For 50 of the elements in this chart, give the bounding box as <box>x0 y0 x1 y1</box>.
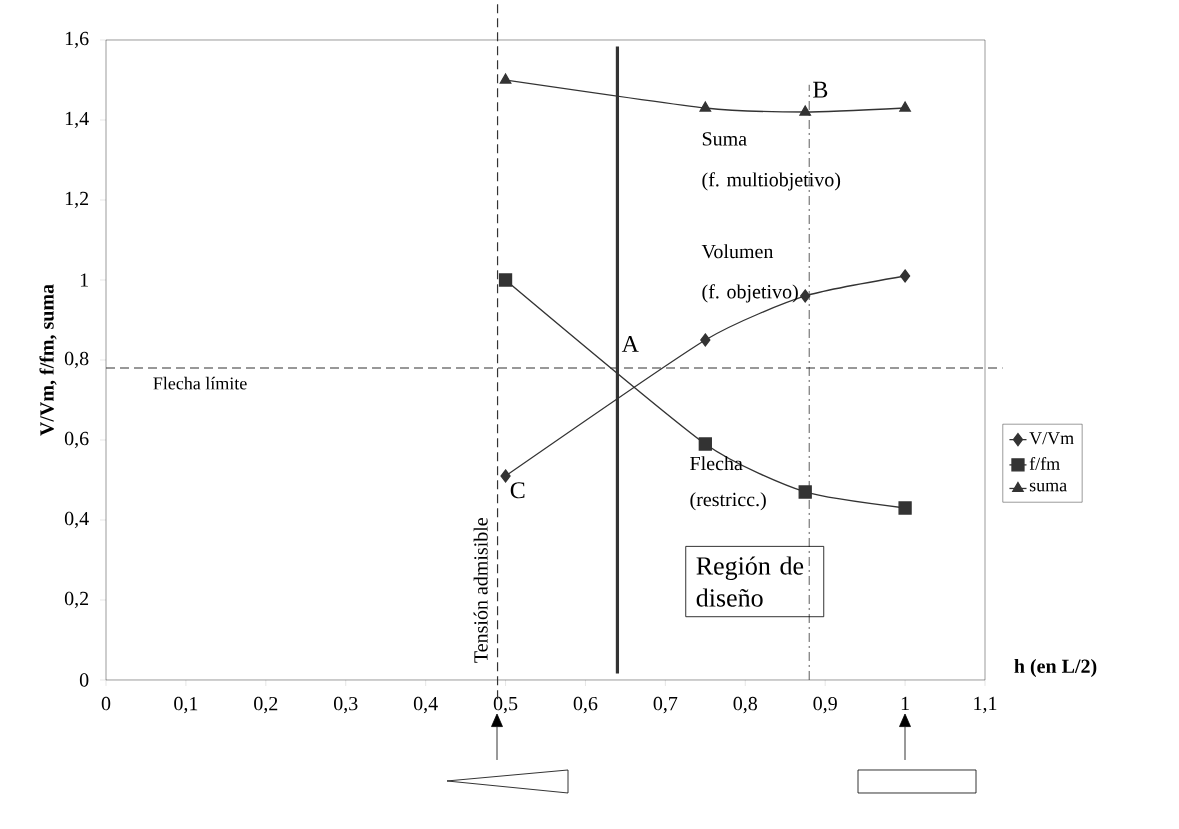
annotation: Región de diseño <box>696 556 804 607</box>
point <box>499 73 512 84</box>
point <box>799 105 812 116</box>
y-tick-label: 0,8 <box>64 351 89 369</box>
x-tick-label: 0,2 <box>254 696 278 714</box>
y-tick-label: 1 <box>80 273 88 287</box>
legend-label: V/Vm <box>1029 432 1074 445</box>
y-axis-title: V/Vm, f/fm, suma <box>39 284 57 436</box>
point <box>798 485 812 499</box>
point <box>498 273 513 287</box>
point <box>898 501 912 515</box>
x-axis-title: h (en L/2) <box>1014 658 1097 678</box>
legend-label: suma <box>1029 482 1067 492</box>
x-tick-label: 0 <box>101 696 111 711</box>
annotation: A <box>621 335 639 352</box>
x-tick-label: 0,4 <box>413 696 438 714</box>
y-tick-label: 0 <box>79 673 89 687</box>
y-tick-label: 1,6 <box>65 31 89 49</box>
x-tick-label: 0,1 <box>174 696 198 714</box>
point <box>700 333 711 347</box>
x-tick-label: 0,7 <box>653 696 678 714</box>
y-tick-label: 0,2 <box>64 591 89 609</box>
annotation: Suma <box>702 132 747 146</box>
x-tick-label: 0,8 <box>733 696 758 714</box>
x-tick-label: 1 <box>901 696 909 711</box>
y-tick-label: 1,2 <box>65 191 89 209</box>
y-tick-label: 1,4 <box>65 111 89 129</box>
x-tick-label: 0,3 <box>334 696 358 714</box>
point <box>899 101 911 112</box>
ref-line-label: Flecha límite <box>153 376 247 390</box>
point <box>698 437 712 451</box>
y-tick-label: 0,6 <box>64 431 89 449</box>
point <box>899 269 911 283</box>
annotation: (f. multiobjetivo) <box>702 172 841 191</box>
ref-line-label: Tensión admisible <box>473 517 488 663</box>
annotation: (restricc.) <box>690 492 766 511</box>
legend-label: f/fm <box>1029 457 1060 470</box>
point <box>699 101 712 112</box>
y-tick-label: 0,4 <box>64 511 89 529</box>
annotation: (f. objetivo) <box>702 284 798 303</box>
ref-line-label: B <box>813 81 828 98</box>
point <box>500 469 511 483</box>
annotation: C <box>510 482 525 499</box>
annotation: Volumen <box>701 244 774 259</box>
x-tick-label: 0,6 <box>573 696 598 714</box>
annotation: Flecha <box>690 456 743 471</box>
x-tick-label: 0,5 <box>493 696 518 714</box>
x-tick-label: 1,1 <box>974 696 997 714</box>
x-tick-label: 0,9 <box>813 696 837 714</box>
point <box>800 289 811 303</box>
